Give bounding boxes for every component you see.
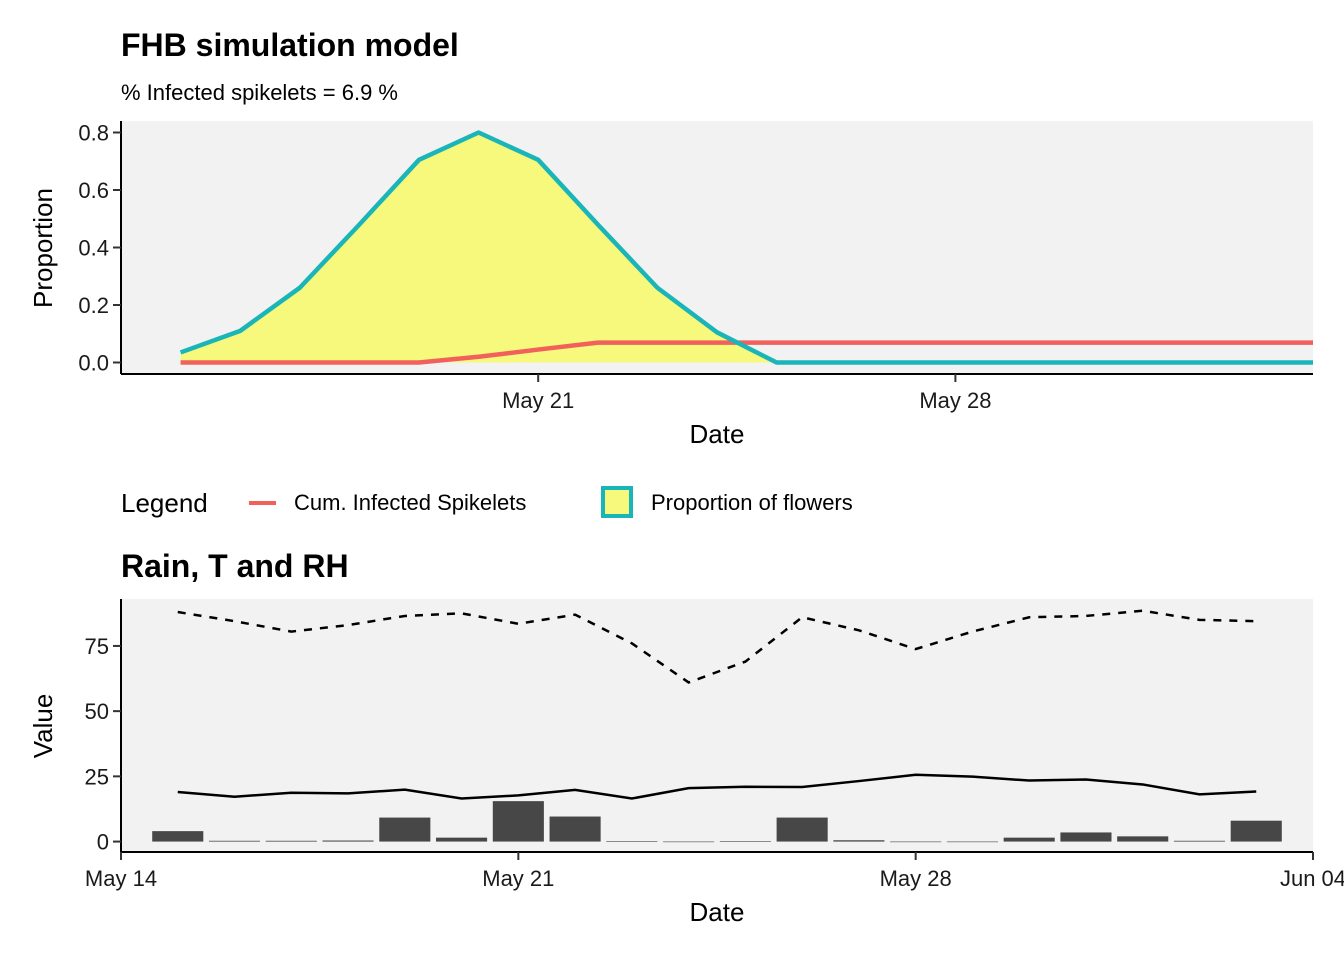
fhb-chart-subtitle: % Infected spikelets = 6.9 %	[121, 80, 398, 105]
rain-bar	[1173, 840, 1226, 842]
weather-x-tick-label: May 14	[85, 866, 157, 891]
rain-bar	[152, 831, 204, 842]
rain-bar	[1003, 837, 1055, 842]
weather-y-tick-label: 25	[85, 764, 109, 789]
fhb-panel: FHB simulation model % Infected spikelet…	[28, 27, 1314, 449]
fhb-axis-ticks: May 21 May 28 0.0 0.2 0.4 0.6 0.8	[78, 121, 991, 414]
legend: Legend Cum. Infected Spikelets Proportio…	[121, 486, 853, 518]
rain-bar	[322, 840, 374, 842]
fhb-y-tick-label: 0.2	[78, 293, 109, 318]
rain-bar	[549, 816, 601, 842]
rain-bar	[379, 817, 431, 842]
relative-humidity-line	[177, 609, 1257, 684]
fhb-y-tick-label: 0.4	[78, 236, 109, 261]
flowers-area-fill	[180, 132, 1314, 363]
fhb-y-tick-label: 0.6	[78, 178, 109, 203]
rain-bar	[208, 840, 261, 842]
legend-title: Legend	[121, 488, 208, 518]
flowers-outline-line	[179, 130, 1313, 365]
weather-x-tick-label: May 28	[880, 866, 952, 891]
rain-bar	[946, 841, 998, 843]
legend-key-proportion-flowers	[601, 486, 633, 518]
rain-bar	[776, 817, 828, 842]
weather-panel: Rain, T and RH May 14 May 21 May 28 Jun 04 0…	[28, 548, 1344, 927]
weather-plot-background	[121, 599, 1313, 852]
weather-x-axis-title: Date	[690, 897, 745, 927]
weather-x-tick-label: Jun 04	[1280, 866, 1344, 891]
weather-axis-ticks: May 14 May 21 May 28 Jun 04 0 25 50 75	[85, 634, 1344, 891]
fhb-x-tick-label: May 28	[919, 388, 991, 413]
rain-bar	[436, 837, 488, 842]
rain-bar	[833, 840, 885, 842]
fhb-x-tick-label: May 21	[502, 388, 574, 413]
fhb-y-axis-title: Proportion	[28, 188, 58, 308]
rain-bar	[663, 841, 715, 843]
weather-y-tick-label: 50	[85, 699, 109, 724]
weather-marks	[152, 609, 1282, 843]
weather-chart-title: Rain, T and RH	[121, 548, 349, 584]
weather-y-axis-title: Value	[28, 694, 58, 759]
weather-y-tick-label: 0	[97, 830, 109, 855]
legend-label-cum-infected: Cum. Infected Spikelets	[294, 490, 526, 515]
rain-bar	[1060, 832, 1112, 842]
cum-infected-line	[180, 340, 1313, 365]
fhb-y-tick-label: 0.8	[78, 121, 109, 146]
rain-bar	[719, 841, 771, 842]
temperature-line	[177, 773, 1257, 800]
rain-bar	[890, 841, 942, 843]
fhb-chart-title: FHB simulation model	[121, 27, 459, 63]
fhb-y-tick-label: 0.0	[78, 351, 109, 376]
weather-y-tick-label: 75	[85, 634, 109, 659]
rain-bar	[606, 841, 658, 842]
fhb-x-axis-title: Date	[690, 419, 745, 449]
rain-bar	[1230, 820, 1282, 842]
fhb-marks	[179, 130, 1314, 365]
legend-label-proportion-flowers: Proportion of flowers	[651, 490, 853, 515]
rain-bar	[1117, 836, 1169, 842]
weather-x-tick-label: May 21	[482, 866, 554, 891]
rain-bar	[265, 840, 317, 842]
rain-bar	[492, 801, 544, 842]
